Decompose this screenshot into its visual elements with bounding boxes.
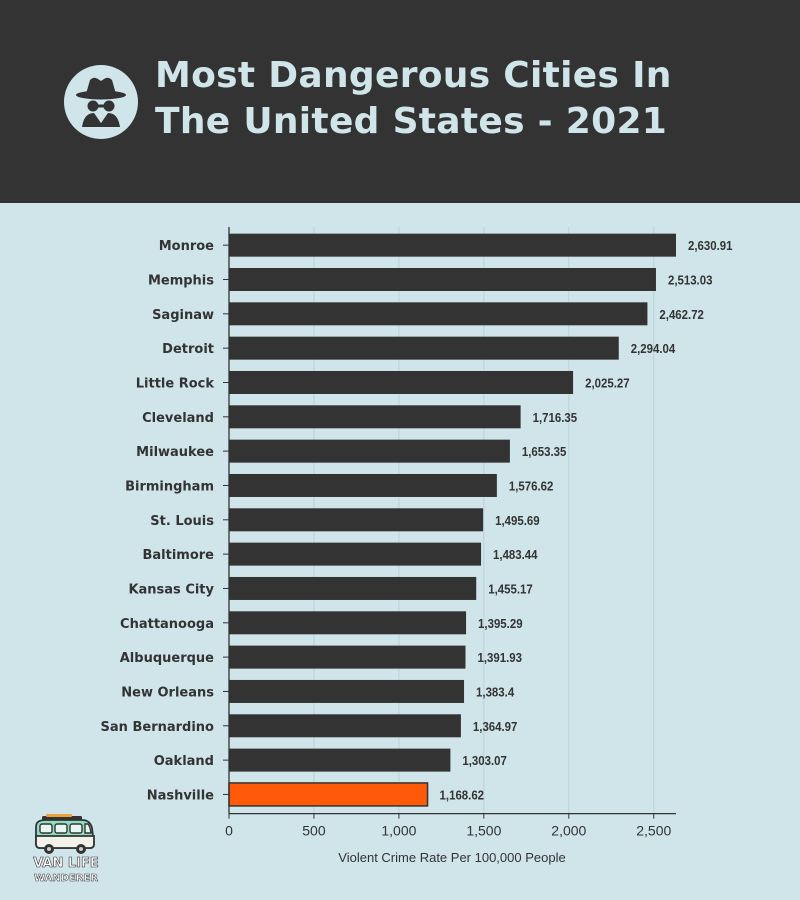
category-label: New Orleans xyxy=(121,685,214,700)
bar xyxy=(229,542,482,566)
category-label: Saginaw xyxy=(152,308,214,323)
x-axis-title: Violent Crime Rate Per 100,000 People xyxy=(338,850,565,865)
category-label: Detroit xyxy=(162,342,214,357)
category-label: Baltimore xyxy=(142,548,214,563)
title-line-2: The United States - 2021 xyxy=(155,101,668,142)
data-label: 1,364.97 xyxy=(473,719,518,734)
data-label: 1,455.17 xyxy=(488,582,533,597)
category-label: Kansas City xyxy=(128,582,214,597)
data-label: 1,653.35 xyxy=(522,444,567,459)
bar xyxy=(229,645,466,669)
title-line-1: Most Dangerous Cities In xyxy=(155,55,672,96)
bar xyxy=(229,748,451,772)
logo-text-line-2: WANDERER xyxy=(34,873,98,884)
category-label: Little Rock xyxy=(136,376,215,391)
bar xyxy=(229,439,510,463)
bar xyxy=(229,714,461,738)
bar xyxy=(229,336,619,360)
data-label: 1,395.29 xyxy=(478,616,523,631)
page-title: Most Dangerous Cities In The United Stat… xyxy=(155,53,672,145)
data-label: 1,168.62 xyxy=(440,788,485,803)
data-label: 2,630.91 xyxy=(688,238,733,253)
category-label: Memphis xyxy=(148,273,214,288)
spy-incognito-icon xyxy=(64,65,138,139)
category-label: Cleveland xyxy=(142,411,214,426)
data-label: 1,716.35 xyxy=(533,410,578,425)
category-label: Oakland xyxy=(154,754,214,769)
bar xyxy=(229,302,648,326)
category-label: San Bernardino xyxy=(101,720,215,735)
bar xyxy=(229,233,676,257)
x-tick-label: 0 xyxy=(225,823,233,839)
bar xyxy=(229,370,574,394)
x-tick-label: 1,000 xyxy=(381,823,416,839)
bar xyxy=(228,782,429,807)
data-label: 2,462.72 xyxy=(659,307,704,322)
x-tick-label: 500 xyxy=(302,823,326,839)
x-tick-label: 2,000 xyxy=(551,823,586,839)
data-label: 2,513.03 xyxy=(668,273,713,288)
data-label: 2,025.27 xyxy=(585,376,630,391)
x-tick-label: 1,500 xyxy=(466,823,501,839)
data-label: 1,303.07 xyxy=(462,753,507,768)
bar xyxy=(229,576,477,600)
data-label: 1,576.62 xyxy=(509,479,554,494)
logo-text-line-1: VAN LIFE xyxy=(33,856,99,871)
bar xyxy=(229,679,465,703)
category-label: Birmingham xyxy=(125,479,214,494)
category-label: Nashville xyxy=(147,788,214,803)
bar xyxy=(229,267,656,291)
bar xyxy=(229,473,497,497)
bar xyxy=(229,405,521,429)
header-banner: Most Dangerous Cities In The United Stat… xyxy=(0,0,800,203)
category-label: Albuquerque xyxy=(120,651,214,666)
x-tick-label: 2,500 xyxy=(636,823,671,839)
bar xyxy=(229,508,484,532)
category-label: St. Louis xyxy=(150,514,214,529)
category-label: Chattanooga xyxy=(120,617,214,632)
data-label: 1,383.4 xyxy=(476,685,514,700)
bar-chart: Monroe 2,630.91 Memphis 2,513.03 Saginaw 2,46… xyxy=(101,227,733,865)
van-life-wanderer-logo: VAN LIFE WANDERER xyxy=(33,814,99,884)
bar xyxy=(229,611,467,635)
data-label: 1,495.69 xyxy=(495,513,540,528)
data-label: 1,391.93 xyxy=(477,650,522,665)
data-label: 1,483.44 xyxy=(493,547,538,562)
data-label: 2,294.04 xyxy=(631,341,676,356)
category-label: Milwaukee xyxy=(136,445,214,460)
category-label: Monroe xyxy=(159,239,214,254)
